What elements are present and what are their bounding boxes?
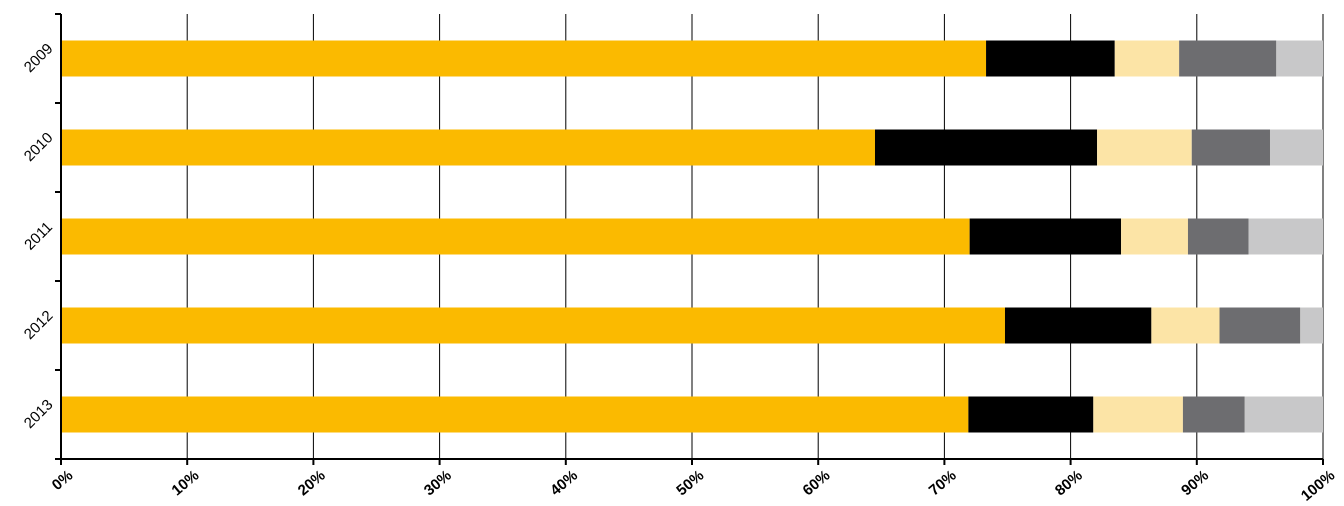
bar-segment-2012-s5 xyxy=(1300,307,1323,344)
bar-segment-2011-s3 xyxy=(1121,218,1188,255)
x-tick-label: 50% xyxy=(673,467,707,499)
bar-segment-2010-s1 xyxy=(61,129,875,166)
bar-segment-2010-s4 xyxy=(1191,129,1270,166)
bars xyxy=(61,40,1323,433)
bar-segment-2013-s2 xyxy=(968,396,1094,433)
y-category-label: 2013 xyxy=(21,396,57,432)
bar-segment-2011-s1 xyxy=(61,218,970,255)
x-tick-label: 70% xyxy=(926,467,960,499)
bar-segment-2013-s4 xyxy=(1182,396,1245,433)
tick-labels: 0% 10% 20% 30% 40% 50% 60% 70% 80% 90% 100% 2009 201… xyxy=(21,40,1338,504)
x-tick-label: 90% xyxy=(1178,467,1212,499)
bar-segment-2012-s4 xyxy=(1219,307,1301,344)
bar-segment-2009-s2 xyxy=(986,40,1115,77)
bar-segment-2012-s1 xyxy=(61,307,1005,344)
x-tick-label: 0% xyxy=(49,467,77,494)
y-category-label: 2009 xyxy=(21,40,57,76)
x-tick-label: 20% xyxy=(295,467,329,499)
x-tick-label: 30% xyxy=(421,467,455,499)
x-tick-label: 80% xyxy=(1052,467,1086,499)
x-tick-label: 60% xyxy=(800,467,834,499)
bar-segment-2009-s5 xyxy=(1276,40,1323,77)
bar-segment-2012-s2 xyxy=(1004,307,1152,344)
bar-segment-2011-s2 xyxy=(969,218,1122,255)
bar-segment-2012-s3 xyxy=(1151,307,1220,344)
bar-segment-2009-s3 xyxy=(1114,40,1180,77)
axes xyxy=(55,13,1324,465)
bar-segment-2010-s2 xyxy=(874,129,1098,166)
bar-segment-2013-s5 xyxy=(1244,396,1323,433)
y-category-label: 2010 xyxy=(21,129,57,165)
y-category-label: 2012 xyxy=(21,307,57,343)
bar-segment-2013-s3 xyxy=(1093,396,1183,433)
bar-segment-2010-s5 xyxy=(1269,129,1323,166)
bar-segment-2011-s5 xyxy=(1248,218,1323,255)
bar-segment-2009-s1 xyxy=(61,40,987,77)
x-tick-label: 10% xyxy=(169,467,203,499)
bar-segment-2013-s1 xyxy=(61,396,969,433)
x-tick-label: 100% xyxy=(1298,467,1338,505)
x-tick-label: 40% xyxy=(547,467,581,499)
bar-segment-2011-s4 xyxy=(1187,218,1249,255)
y-category-label: 2011 xyxy=(21,219,56,254)
bar-segment-2010-s3 xyxy=(1097,129,1192,166)
bar-segment-2009-s4 xyxy=(1179,40,1277,77)
